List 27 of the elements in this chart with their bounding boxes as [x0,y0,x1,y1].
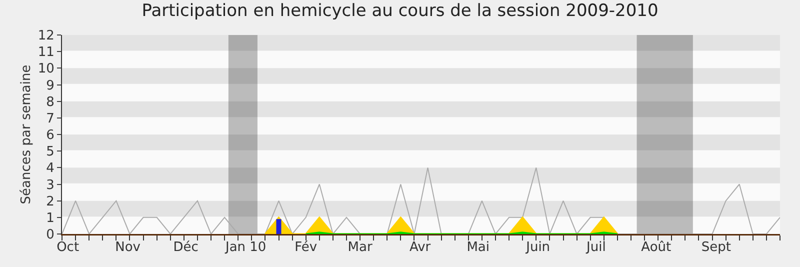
y-tick-label: 2 [46,194,54,210]
y-tick-label: 5 [46,144,54,160]
y-tick-label: 12 [38,28,54,44]
x-tick-label: Fév [294,240,318,256]
y-tick-label: 0 [46,228,54,243]
x-tick-label: Août [641,240,672,256]
x-tick-label: Jan 10 [224,240,266,256]
chart-title: Participation en hemicycle au cours de la session 2009-2010 [142,0,658,21]
x-tick-label: Déc [173,240,198,256]
x-tick-label: Nov [115,240,141,256]
x-tick-label: Juil [586,240,606,256]
y-tick-label: 10 [38,62,54,77]
y-tick-label: 4 [46,161,54,176]
y-tick-label: 6 [46,128,54,144]
x-tick-label: Avr [409,240,432,256]
y-axis-title: Séances par semaine [18,64,34,204]
y-tick-label: 3 [46,178,54,193]
y-tick-label: 1 [46,210,54,226]
x-tick-label: Mai [466,240,490,256]
y-tick-label: 9 [46,78,54,94]
x-tick-label: Mar [348,240,373,256]
y-tick-label: 7 [46,111,54,126]
x-tick-label: Juin [525,240,550,256]
y-tick-label: 8 [46,94,54,110]
y-tick-label: 11 [38,45,54,60]
x-tick-label: Oct [56,240,80,256]
x-tick-label: Sept [701,240,731,256]
